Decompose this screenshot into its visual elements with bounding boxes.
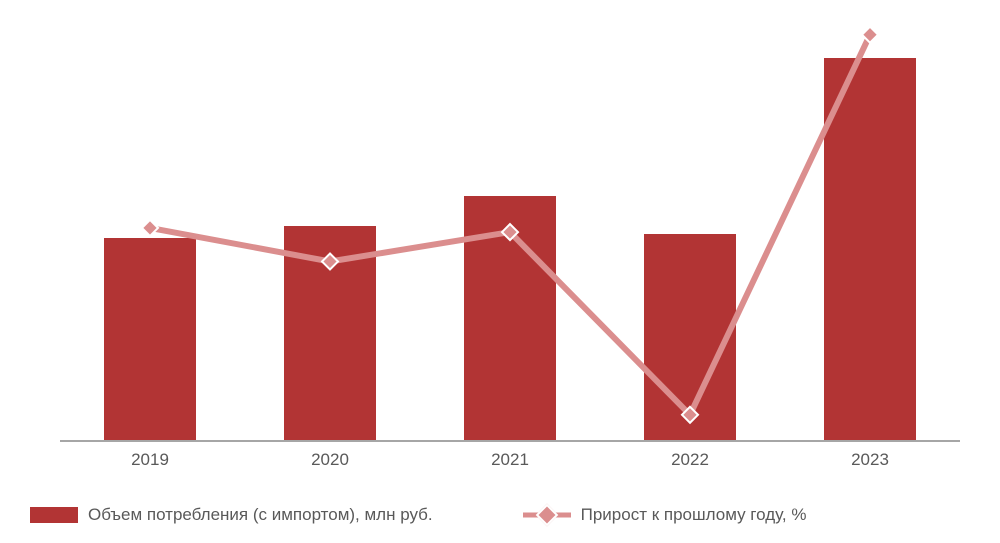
x-label: 2019 [80,450,220,470]
combo-chart: 2019 2020 2021 2022 2023 Объем потребления (… [0,0,1000,543]
legend-bar-swatch [30,507,78,523]
legend-line-label: Прирост к прошлому году, % [581,505,807,525]
line-marker-2019 [142,220,158,236]
legend-bar-label: Объем потребления (с импортом), млн руб. [88,505,433,525]
bar-2022 [644,234,736,440]
bar-2020 [284,226,376,440]
x-label: 2021 [440,450,580,470]
bar-2021 [464,196,556,440]
line-marker-2023 [862,27,878,43]
plot-area [60,20,960,442]
x-label: 2020 [260,450,400,470]
bar-2023 [824,58,916,440]
legend-line-swatch [523,507,571,523]
legend: Объем потребления (с импортом), млн руб.… [30,500,970,530]
legend-item-line: Прирост к прошлому году, % [523,505,807,525]
bar-2019 [104,238,196,440]
x-label: 2023 [800,450,940,470]
x-axis-labels: 2019 2020 2021 2022 2023 [60,450,960,480]
x-label: 2022 [620,450,760,470]
legend-item-bar: Объем потребления (с импортом), млн руб. [30,505,433,525]
